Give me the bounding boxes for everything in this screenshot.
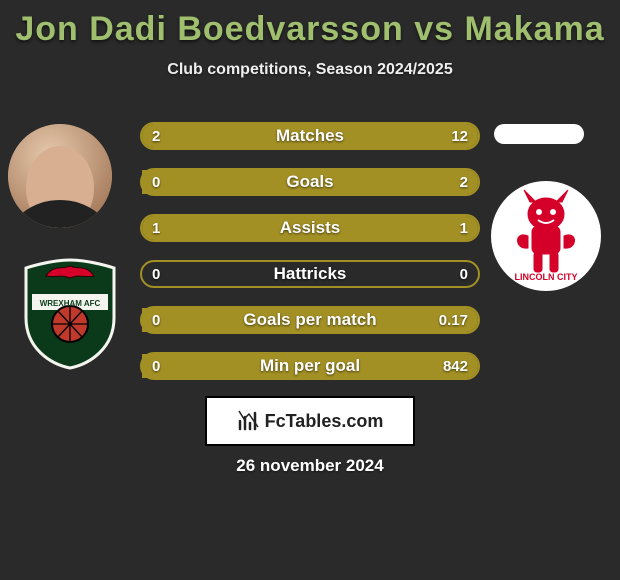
stat-row: 0 Goals per match 0.17 [140, 306, 480, 334]
player-right-strip [494, 124, 584, 144]
date-text: 26 november 2024 [236, 456, 383, 476]
stat-value-left: 1 [152, 220, 160, 237]
stat-fill-left [142, 124, 189, 148]
stat-value-left: 2 [152, 128, 160, 145]
footer-brand-text: FcTables.com [265, 411, 384, 432]
stat-row: 0 Min per goal 842 [140, 352, 480, 380]
chart-icon [237, 409, 261, 433]
stats-bars: 2 Matches 12 0 Goals 2 1 Assists 1 0 Hattricks 0 0 Go… [140, 122, 480, 398]
stat-label: Assists [280, 218, 340, 238]
stat-label: Min per goal [260, 356, 360, 376]
club-right-logo: LINCOLN CITY [490, 178, 602, 294]
stat-value-right: 12 [451, 128, 468, 145]
svg-text:WREXHAM AFC: WREXHAM AFC [40, 299, 101, 308]
stat-value-right: 842 [443, 358, 468, 375]
stat-label: Matches [276, 126, 344, 146]
player-left-photo [8, 124, 112, 228]
stat-value-left: 0 [152, 312, 160, 329]
club-left-logo: WREXHAM AFC [18, 256, 123, 371]
stat-value-left: 0 [152, 266, 160, 283]
stat-value-left: 0 [152, 358, 160, 375]
stat-label: Hattricks [274, 264, 347, 284]
stat-row: 2 Matches 12 [140, 122, 480, 150]
stat-value-right: 0 [460, 266, 468, 283]
stat-row: 0 Goals 2 [140, 168, 480, 196]
stat-value-right: 0.17 [439, 312, 468, 329]
footer-brand-badge: FcTables.com [205, 396, 415, 446]
page-title: Jon Dadi Boedvarsson vs Makama [0, 0, 620, 49]
stat-label: Goals per match [243, 310, 376, 330]
stat-value-right: 2 [460, 174, 468, 191]
stat-value-left: 0 [152, 174, 160, 191]
svg-text:LINCOLN CITY: LINCOLN CITY [515, 272, 578, 282]
stat-value-right: 1 [460, 220, 468, 237]
stat-row: 1 Assists 1 [140, 214, 480, 242]
subtitle: Club competitions, Season 2024/2025 [0, 61, 620, 79]
stat-row: 0 Hattricks 0 [140, 260, 480, 288]
stat-label: Goals [286, 172, 333, 192]
